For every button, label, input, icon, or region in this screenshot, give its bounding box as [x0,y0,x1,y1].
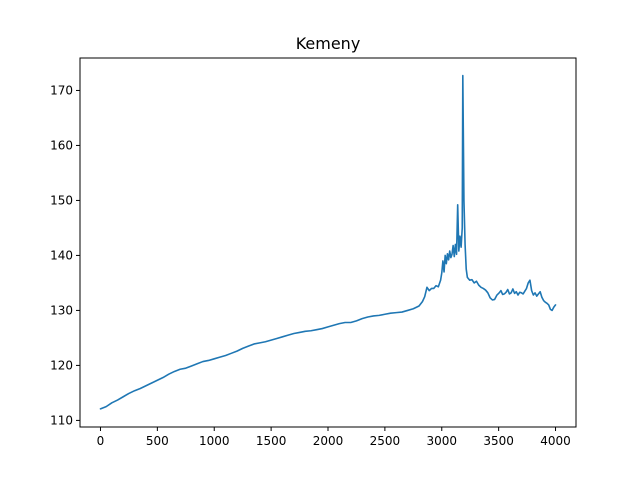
y-tick-label: 170 [50,83,73,97]
y-tick-label: 120 [50,358,73,372]
x-tick-label: 3000 [426,434,457,448]
series-layer [99,74,557,410]
x-axis: 0 500 1000 1500 2000 2500 3000 3500 4000 [97,427,571,448]
y-axis: 110 120 130 140 150 160 170 [50,83,80,427]
x-tick-label: 500 [146,434,169,448]
x-tick-label: 0 [97,434,105,448]
y-tick-label: 130 [50,303,73,317]
x-tick-label: 2500 [370,434,401,448]
x-tick-label: 1500 [256,434,287,448]
x-tick-label: 4000 [540,434,571,448]
y-tick-label: 140 [50,248,73,262]
y-tick-label: 150 [50,193,73,207]
x-tick-label: 1000 [199,434,230,448]
series-line [99,74,557,410]
x-tick-label: 3500 [483,434,514,448]
x-tick-label: 2000 [313,434,344,448]
chart-title: Kemeny [296,34,361,53]
plot-frame [79,57,577,428]
y-tick-label: 110 [50,413,73,427]
y-tick-label: 160 [50,138,73,152]
